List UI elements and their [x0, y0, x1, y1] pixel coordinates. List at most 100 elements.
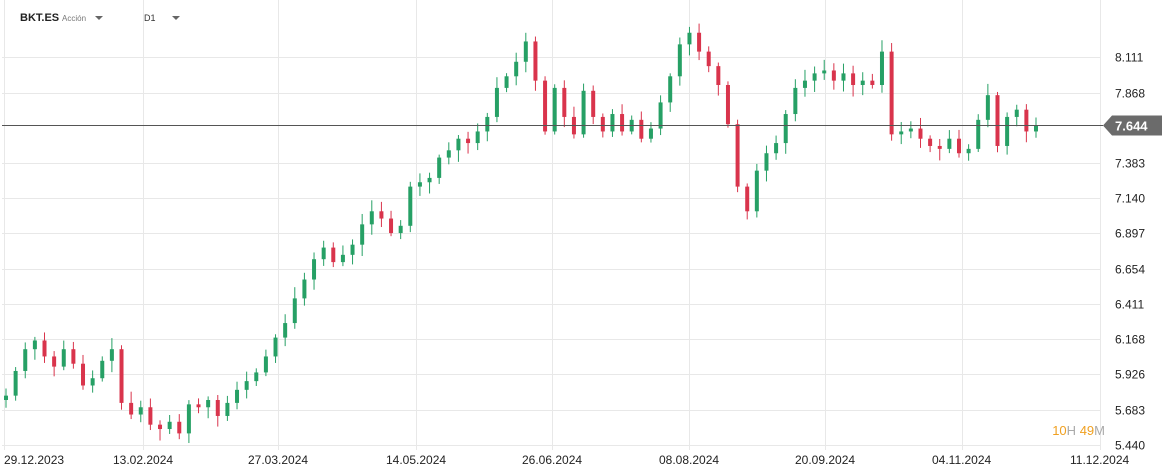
- candle: [408, 181, 413, 233]
- candle: [42, 332, 47, 363]
- candle-body: [860, 80, 865, 85]
- candle: [177, 414, 182, 440]
- candle: [860, 72, 865, 96]
- candle-body: [552, 87, 557, 132]
- candle: [774, 135, 779, 160]
- x-tick-label: 27.03.2024: [248, 453, 308, 467]
- candle: [292, 287, 297, 329]
- candle-body: [494, 87, 499, 117]
- candle: [138, 400, 143, 423]
- y-tick-label: 7.383: [1115, 157, 1145, 171]
- y-axis: 8.111 7.868 7.383 7.140 6.897 6.654 6.411 6.168…: [1115, 51, 1145, 453]
- x-axis: 29.12.2023 13.02.2024 27.03.2024 14.05.2024…: [4, 453, 1129, 467]
- candle-body: [764, 153, 769, 171]
- candle: [417, 173, 422, 196]
- candle-body: [485, 116, 490, 132]
- candle: [889, 43, 894, 141]
- candle-body: [956, 138, 961, 154]
- y-tick-label: 5.926: [1115, 368, 1145, 382]
- timer-minutes: 49: [1079, 423, 1095, 438]
- y-tick-label: 7.140: [1115, 192, 1145, 206]
- candle-body: [350, 244, 355, 255]
- candle-body: [514, 61, 519, 77]
- candle: [1014, 104, 1019, 127]
- candle: [764, 145, 769, 182]
- candle: [379, 201, 384, 228]
- symbol-label[interactable]: BKT.ES: [20, 12, 60, 24]
- candle-body: [4, 395, 8, 400]
- candle: [302, 272, 307, 306]
- candle: [4, 388, 8, 408]
- candle: [186, 400, 191, 444]
- candle-body: [167, 421, 172, 430]
- candle-body: [437, 157, 442, 178]
- candle: [398, 220, 403, 240]
- candle: [677, 37, 682, 86]
- candle-body: [360, 224, 365, 245]
- candle: [812, 66, 817, 92]
- candle-body: [677, 44, 682, 77]
- timeframe-label[interactable]: D1: [144, 13, 156, 23]
- candle-body: [23, 349, 28, 371]
- candle-body: [610, 114, 615, 132]
- candle: [61, 340, 66, 371]
- candle-body: [908, 128, 913, 132]
- candle: [167, 414, 172, 434]
- candle-countdown-timer: 10H 49M: [1052, 423, 1105, 438]
- timeframe-chevron-down-icon[interactable]: [172, 16, 180, 20]
- candle-body: [562, 87, 567, 117]
- candle-body: [186, 404, 191, 434]
- candle-body: [196, 404, 201, 408]
- candle: [581, 83, 586, 138]
- y-tick-label: 6.168: [1115, 333, 1145, 347]
- candle: [437, 154, 442, 184]
- candle-body: [1024, 109, 1029, 132]
- candle-body: [456, 138, 461, 151]
- candle: [985, 83, 990, 128]
- candle-body: [899, 131, 904, 135]
- candle-body: [745, 186, 750, 212]
- candle: [312, 252, 317, 290]
- x-tick-label: 20.09.2024: [795, 453, 855, 467]
- candle-body: [754, 170, 759, 212]
- candle: [389, 210, 394, 237]
- candle: [841, 63, 846, 92]
- candle: [851, 65, 856, 97]
- candle-body: [379, 211, 384, 219]
- candle: [263, 349, 268, 377]
- candle: [23, 342, 28, 379]
- candle: [456, 135, 461, 162]
- candle: [697, 23, 702, 61]
- candle-body: [52, 356, 57, 367]
- candle: [475, 123, 480, 151]
- candle: [90, 370, 95, 393]
- candle-body: [109, 349, 114, 361]
- candle-body: [466, 138, 471, 144]
- candle-body: [533, 41, 538, 81]
- candle-body: [658, 102, 663, 129]
- candle: [870, 73, 875, 89]
- symbol-chevron-down-icon[interactable]: [95, 16, 103, 20]
- candle: [783, 110, 788, 154]
- candle: [571, 106, 576, 139]
- candle-body: [648, 128, 653, 139]
- y-tick-label: 5.683: [1115, 404, 1145, 418]
- candle-body: [90, 378, 95, 386]
- candle-body: [32, 340, 37, 350]
- candle-body: [687, 32, 692, 45]
- candle-body: [639, 119, 644, 139]
- candle: [793, 79, 798, 122]
- candle: [620, 104, 625, 136]
- candle-body: [292, 298, 297, 324]
- candle: [725, 81, 730, 128]
- candle: [158, 420, 163, 441]
- candle: [716, 62, 721, 96]
- candle: [956, 129, 961, 158]
- candle-body: [283, 323, 288, 338]
- candle-body: [995, 95, 1000, 146]
- candle-body: [851, 73, 856, 85]
- candle: [687, 26, 692, 56]
- candle-body: [889, 51, 894, 135]
- candle: [610, 109, 615, 137]
